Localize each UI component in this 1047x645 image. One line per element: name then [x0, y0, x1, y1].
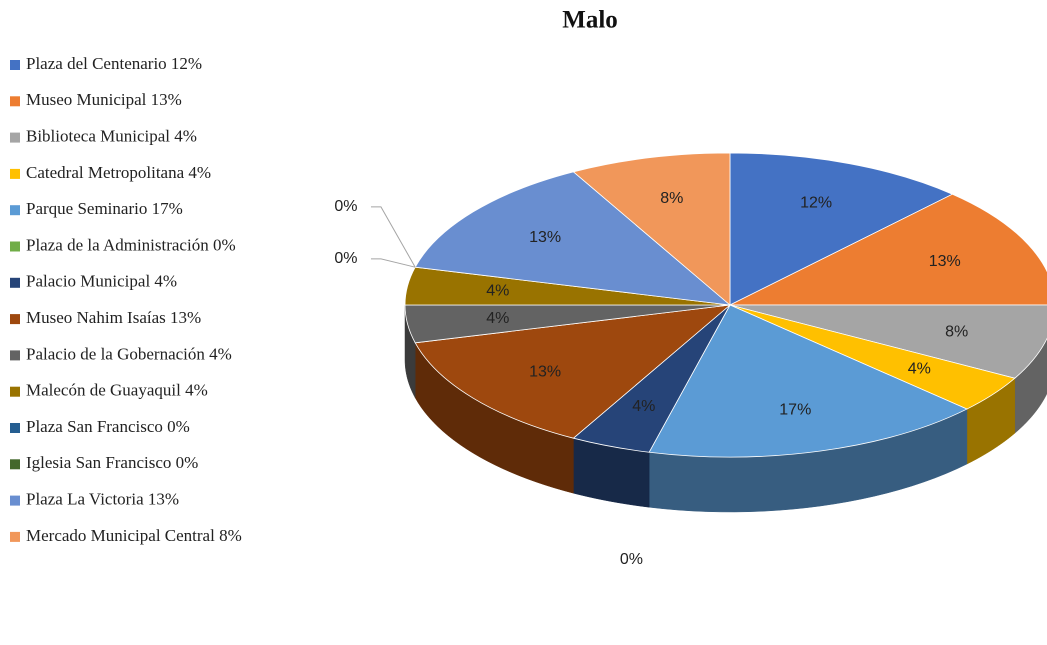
data-label: 12%: [800, 194, 832, 211]
data-label: 17%: [779, 401, 811, 418]
legend-label: Plaza La Victoria 13%: [26, 490, 179, 509]
legend-label: Biblioteca Municipal 4%: [26, 127, 197, 146]
data-label: 4%: [908, 361, 931, 378]
legend-swatch: [10, 96, 20, 107]
data-label: 4%: [486, 283, 509, 300]
data-label: 13%: [529, 363, 561, 380]
legend-swatch: [10, 277, 20, 288]
legend-swatch: [10, 241, 20, 252]
legend-label: Iglesia San Francisco 0%: [26, 453, 198, 472]
data-label: 0%: [620, 551, 643, 568]
leader-line: [370, 206, 416, 268]
legend-label: Catedral Metropolitana 4%: [26, 163, 211, 182]
legend-swatch: [10, 459, 20, 470]
legend-label: Plaza del Centenario 12%: [26, 54, 202, 73]
pie-tops: [404, 152, 1047, 458]
pie-slice: [729, 193, 1047, 306]
data-label: 0%: [334, 250, 357, 267]
pie-slice: [572, 152, 731, 306]
legend-label: Malecón de Guayaquil 4%: [26, 381, 208, 400]
legend-label: Plaza de la Administración 0%: [26, 235, 236, 254]
legend-swatch: [10, 423, 20, 433]
legend-swatch: [10, 60, 20, 70]
legend-swatch: [10, 350, 20, 361]
legend-label: Parque Seminario 17%: [26, 199, 183, 218]
data-label: 4%: [632, 398, 655, 415]
legend-label: Mercado Municipal Central 8%: [26, 526, 242, 545]
legend-swatch: [10, 205, 20, 216]
data-label: 13%: [529, 229, 561, 246]
legend-swatch: [10, 531, 20, 542]
legend-swatch: [10, 314, 20, 325]
legend-swatch: [10, 386, 20, 397]
legend-swatch: [10, 168, 20, 179]
legend-label: Museo Municipal 13%: [26, 90, 182, 109]
legend-label: Museo Nahim Isaías 13%: [26, 308, 201, 327]
leader-line: [370, 258, 416, 268]
pie-slice: [729, 152, 954, 306]
legend-label: Palacio de la Gobernación 4%: [26, 344, 232, 363]
pie-slice: [648, 304, 968, 458]
chart-title: Malo: [562, 7, 618, 34]
pie-sides: [404, 304, 1047, 513]
legend-swatch: [10, 495, 20, 506]
pie-slice: [729, 304, 1047, 379]
legend-label: Palacio Municipal 4%: [26, 272, 177, 291]
pie-slice: [414, 304, 732, 439]
data-label: 8%: [660, 190, 683, 207]
legend-label: Plaza San Francisco 0%: [26, 417, 190, 436]
data-label: 13%: [929, 253, 961, 270]
data-label: 8%: [945, 323, 968, 340]
pie-slice: [414, 171, 732, 306]
data-label: 0%: [334, 198, 357, 215]
legend-swatch: [10, 132, 20, 143]
data-label: 4%: [486, 310, 509, 327]
